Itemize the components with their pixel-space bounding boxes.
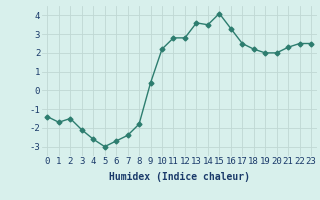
X-axis label: Humidex (Indice chaleur): Humidex (Indice chaleur) <box>109 172 250 182</box>
